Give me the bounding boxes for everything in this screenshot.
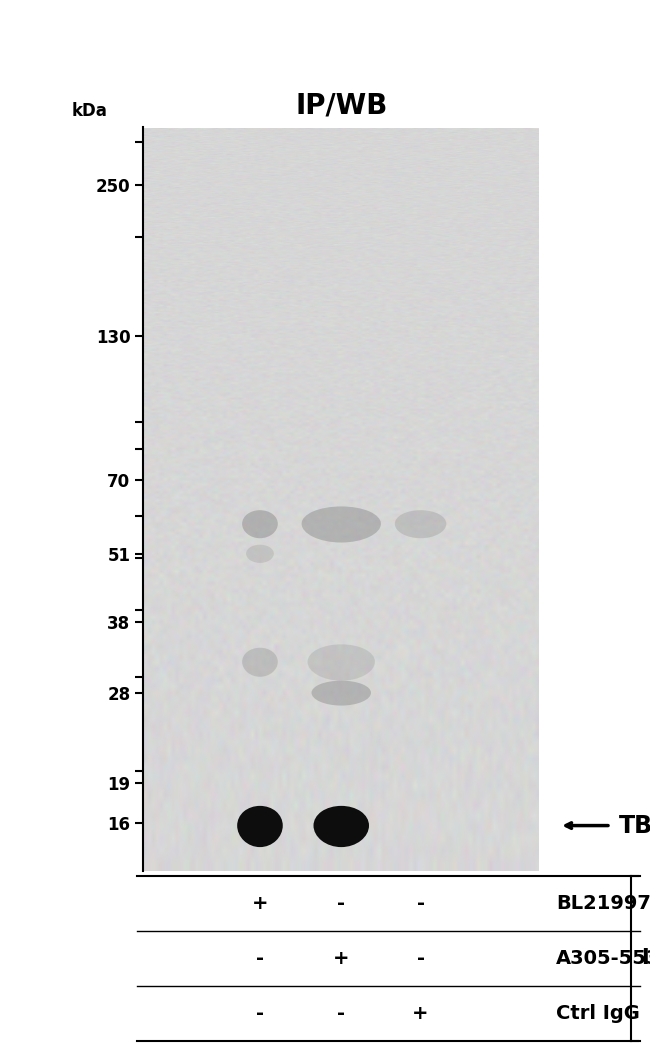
Text: IP: IP (642, 948, 650, 969)
Text: +: + (252, 894, 268, 913)
Text: BL21997: BL21997 (556, 894, 650, 913)
Ellipse shape (246, 545, 274, 563)
Text: A305-553A: A305-553A (556, 949, 650, 967)
Text: -: - (417, 894, 424, 913)
Text: TBCA: TBCA (619, 813, 650, 838)
Ellipse shape (242, 510, 278, 538)
Ellipse shape (311, 681, 371, 705)
Ellipse shape (237, 806, 283, 847)
Title: IP/WB: IP/WB (295, 91, 387, 120)
Ellipse shape (242, 648, 278, 676)
Text: -: - (256, 949, 264, 967)
Ellipse shape (307, 645, 375, 681)
Text: Ctrl IgG: Ctrl IgG (556, 1004, 640, 1023)
Text: +: + (333, 949, 350, 967)
Text: -: - (417, 949, 424, 967)
Ellipse shape (302, 507, 381, 543)
Ellipse shape (395, 510, 447, 538)
Text: -: - (256, 1004, 264, 1023)
Text: -: - (337, 1004, 345, 1023)
Text: -: - (337, 894, 345, 913)
Ellipse shape (313, 806, 369, 847)
Text: kDa: kDa (72, 102, 107, 120)
Text: +: + (412, 1004, 429, 1023)
